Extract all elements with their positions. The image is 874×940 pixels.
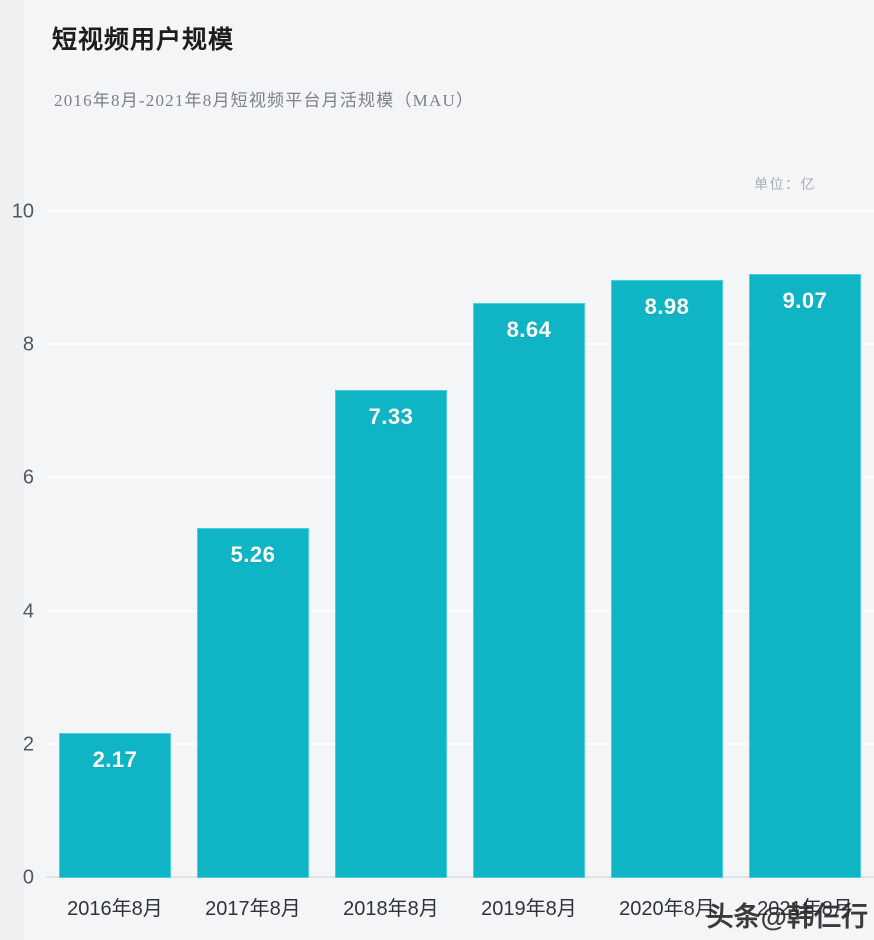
unit-label: 单位：亿 (754, 176, 816, 192)
y-axis-tick-label: 10 (11, 200, 34, 223)
bar-slot: 8.98 2020年8月 (610, 212, 724, 920)
gridline (46, 210, 874, 212)
bar-value-label: 9.07 (782, 287, 828, 313)
bar-value-label: 2.17 (92, 747, 138, 773)
y-axis-tick-label: 6 (22, 466, 34, 489)
bar-value-label: 8.98 (644, 293, 690, 319)
bar-slot: 2.17 2016年8月 (58, 212, 172, 920)
gridline (46, 343, 874, 346)
watermark: 头条@韩仨行 (706, 902, 868, 932)
bar[interactable]: 7.33 (334, 389, 448, 878)
y-axis-tick-label: 8 (22, 333, 34, 356)
bar-slot: 7.33 2018年8月 (334, 212, 448, 920)
y-axis-tick-label: 0 (22, 866, 34, 889)
bar-value-label: 5.26 (230, 541, 276, 567)
x-axis-tick-label: 2018年8月 (343, 898, 439, 920)
x-axis-tick-label: 2017年8月 (205, 898, 301, 920)
bar-value-label: 8.64 (506, 316, 552, 342)
gridline (46, 476, 874, 479)
bar-value-label: 7.33 (368, 403, 414, 429)
y-axis-tick-label: 4 (22, 600, 34, 623)
bar-slot: 9.07 2021年8月 (748, 212, 862, 920)
bar[interactable]: 2.17 (58, 733, 172, 878)
x-axis-tick-label: 2020年8月 (619, 898, 715, 920)
x-axis-tick-label: 2016年8月 (67, 898, 163, 920)
bar[interactable]: 8.64 (472, 302, 586, 878)
bar[interactable]: 8.98 (610, 279, 724, 878)
page-title: 短视频用户规模 (52, 26, 235, 54)
x-axis-baseline (46, 876, 874, 878)
y-axis-tick-label: 2 (22, 733, 34, 756)
gridline (46, 742, 874, 745)
bar-series: 2.17 2016年8月 5.26 2017年8月 7.33 2018年8月 8.64 201… (46, 212, 874, 920)
bar-slot: 8.64 2019年8月 (472, 212, 586, 920)
bar[interactable]: 5.26 (196, 527, 310, 878)
x-axis-tick-label: 2019年8月 (481, 898, 577, 920)
chart-card: 短视频用户规模 2016年8月-2021年8月短视频平台月活规模（MAU） 单位… (12, 0, 874, 940)
left-gutter (0, 0, 24, 940)
x-axis-tick-label: 2021年8月 (757, 898, 853, 920)
bar-slot: 5.26 2017年8月 (196, 212, 310, 920)
plot-area: 10 8 6 4 2 0 2.17 2016年8月 5.26 2017年8月 7.33 2018年8… (12, 201, 874, 920)
gridline (46, 609, 874, 612)
chart-subtitle: 2016年8月-2021年8月短视频平台月活规模（MAU） (54, 91, 475, 110)
bar[interactable]: 9.07 (748, 273, 862, 878)
